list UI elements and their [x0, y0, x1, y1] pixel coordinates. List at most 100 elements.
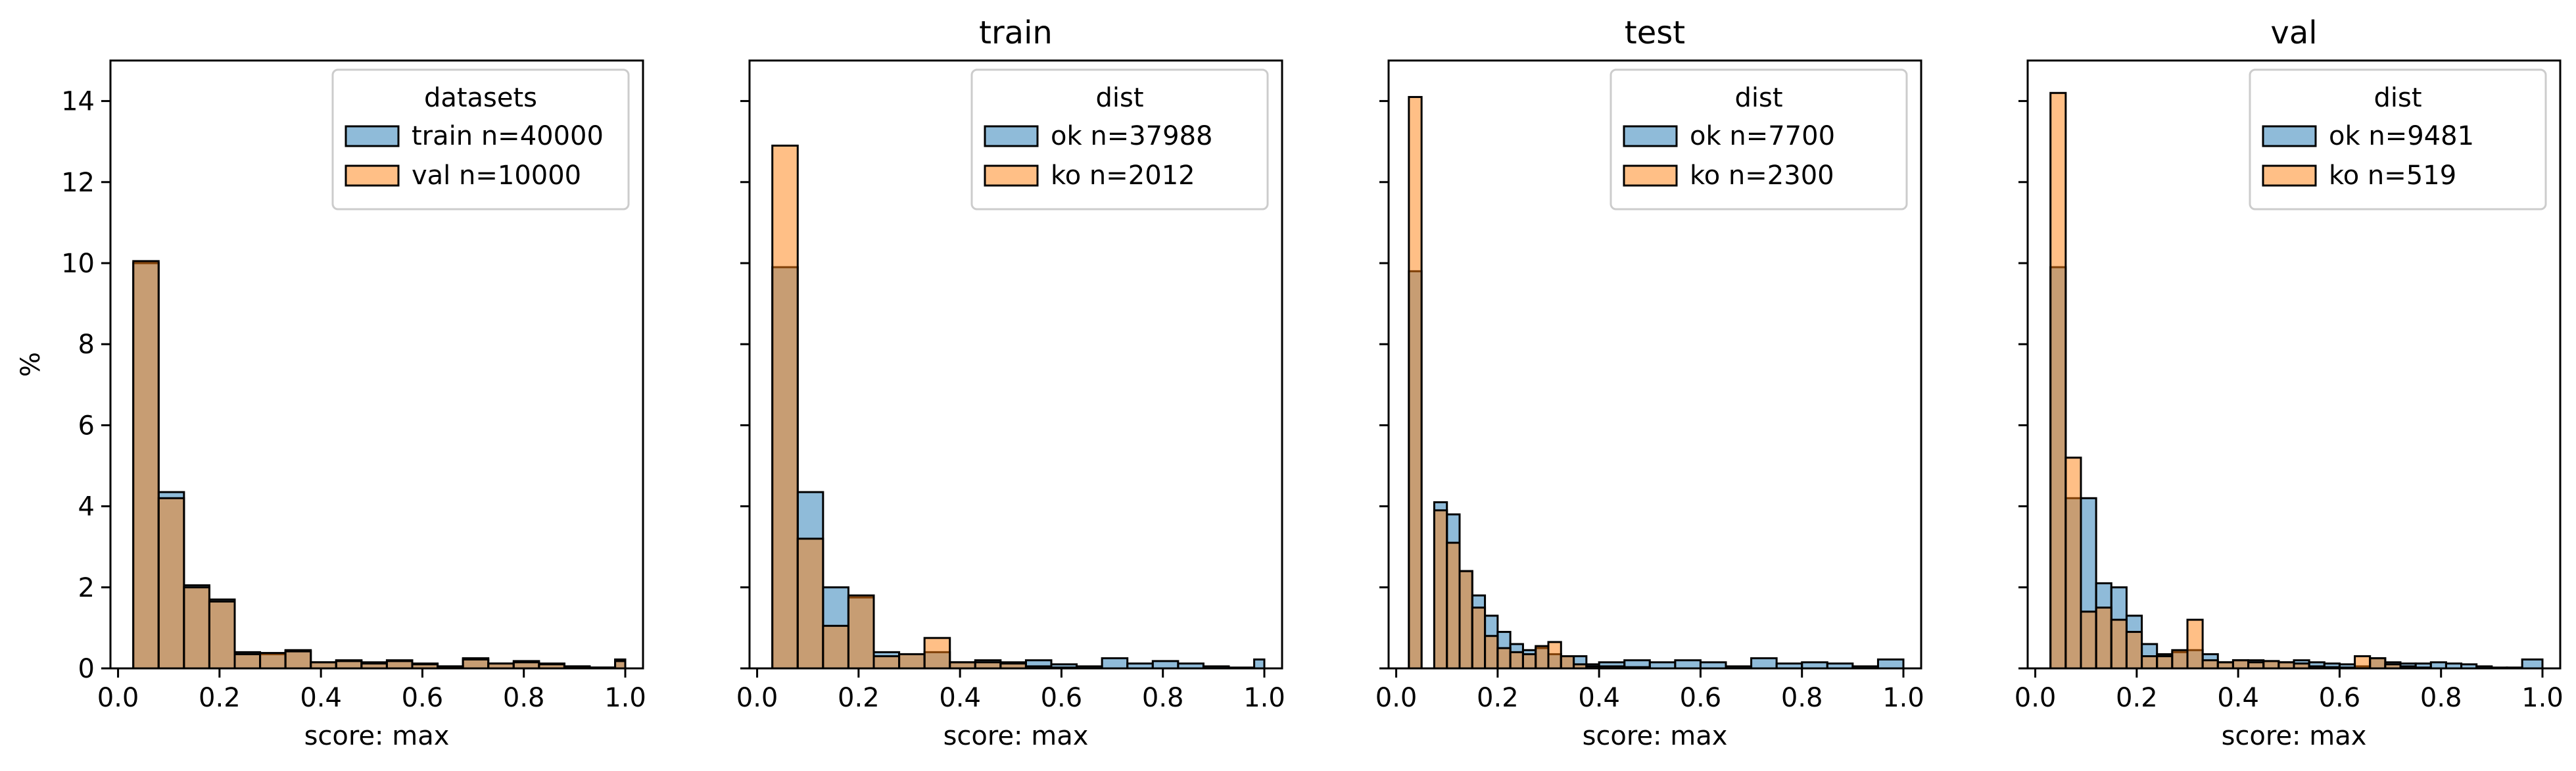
- x-tick-label-3-1: 0.2: [2116, 683, 2158, 713]
- bar-2-1-5: [1471, 607, 1487, 670]
- bar-2-1-10: [1535, 645, 1550, 670]
- bar-0-1-1: [157, 497, 185, 670]
- x-tick-label-3-0: 0.0: [2015, 683, 2057, 713]
- series-0-1: [132, 260, 627, 670]
- series-1-0: [771, 266, 1266, 670]
- bar-2-1-9: [1521, 653, 1537, 670]
- x-tick-label-1-2: 0.4: [939, 683, 981, 713]
- x-tick-label-2-0: 0.0: [1375, 683, 1418, 713]
- bar-3-1-9: [2186, 618, 2204, 670]
- bar-3-1-3: [2095, 607, 2112, 670]
- bar-2-0-18: [1674, 659, 1702, 670]
- y-tick-label-0-1: 2: [78, 573, 95, 603]
- bar-3-1-8: [2171, 649, 2189, 670]
- x-tick-label-0-2: 0.4: [300, 683, 342, 713]
- bar-0-1-6: [284, 650, 312, 670]
- y-tick-label-0-6: 12: [61, 168, 95, 198]
- bar-1-1-6: [923, 637, 951, 670]
- x-tick-label-1-1: 0.2: [838, 683, 880, 713]
- series-1-1: [771, 144, 1078, 670]
- bar-0-1-8: [335, 660, 363, 670]
- series-3-1: [2049, 91, 2432, 670]
- bar-3-1-4: [2110, 618, 2128, 670]
- x-tick-label-3-2: 0.4: [2217, 683, 2259, 713]
- bar-3-1-12: [2231, 659, 2250, 670]
- x-tick-label-0-3: 0.6: [402, 683, 444, 713]
- legend-entry-3-1: ko n=519: [2329, 161, 2456, 191]
- chart-panel-0: 0.0 0.2 0.4 0.6 0.8 1.0 0 2 4 6 8 10 12 14 score: max%…: [16, 59, 646, 751]
- x-tick-label-2-5: 1.0: [1882, 683, 1924, 713]
- x-tick-label-0-5: 1.0: [604, 683, 646, 713]
- bar-2-1-8: [1509, 651, 1524, 670]
- bar-3-1-5: [2125, 631, 2143, 670]
- x-tick-label-2-1: 0.2: [1477, 683, 1519, 713]
- bar-3-1-10: [2201, 659, 2219, 670]
- x-tick-label-2-3: 0.6: [1680, 683, 1722, 713]
- bar-0-1-0: [132, 260, 160, 670]
- x-tick-label-2-2: 0.4: [1578, 683, 1620, 713]
- chart-title-3: val: [2270, 14, 2317, 51]
- legend-box-1: [970, 68, 1269, 211]
- legend-entry-0-1: val n=10000: [412, 161, 581, 191]
- bar-1-0-19: [1253, 658, 1266, 670]
- legend-entry-1-0: ok n=37988: [1051, 121, 1212, 151]
- bar-0-1-5: [259, 652, 287, 670]
- y-tick-label-0-2: 4: [78, 492, 95, 522]
- legend-entry-3-0: ok n=9481: [2329, 121, 2474, 151]
- legend-title-3: dist: [2373, 83, 2421, 113]
- bar-3-1-0: [2049, 91, 2067, 670]
- bar-2-1-6: [1484, 635, 1499, 670]
- bar-1-1-1: [796, 537, 824, 670]
- legend-swatch-1-1: [984, 164, 1039, 187]
- bar-3-1-14: [2262, 660, 2280, 670]
- bar-3-1-1: [2064, 457, 2082, 670]
- legend-swatch-1-0: [984, 125, 1039, 147]
- legend-box-2: [1610, 68, 1908, 211]
- bar-3-1-6: [2141, 655, 2159, 670]
- legend-entry-2-1: ko n=2300: [1690, 161, 1834, 191]
- bar-0-1-10: [385, 660, 414, 670]
- bar-1-1-2: [822, 624, 849, 670]
- x-tick-label-1-0: 0.0: [736, 683, 778, 713]
- bar-2-1-7: [1496, 647, 1512, 670]
- legend-box-3: [2249, 68, 2547, 211]
- x-tick-label-3-4: 0.8: [2420, 683, 2462, 713]
- x-tick-label-3-5: 1.0: [2521, 683, 2564, 713]
- legend-title-1: dist: [1095, 83, 1143, 113]
- legend-swatch-0-1: [345, 164, 400, 187]
- axes-frame-2: [1387, 59, 1922, 670]
- x-axis-label-0: score: max: [304, 721, 450, 751]
- bar-3-1-21: [2369, 657, 2387, 670]
- chart-title-1: train: [979, 14, 1053, 51]
- chart-panel-2: 0.0 0.2 0.4 0.6 0.8 1.0 score: max test dist ok n…: [1375, 14, 1924, 751]
- bar-0-1-3: [208, 600, 236, 670]
- x-tick-label-0-4: 0.8: [503, 683, 545, 713]
- legend-title-2: dist: [1734, 83, 1782, 113]
- bar-3-1-20: [2354, 655, 2372, 670]
- x-tick-label-0-1: 0.2: [199, 683, 241, 713]
- x-tick-label-2-4: 0.8: [1781, 683, 1823, 713]
- legend-0: datasets train n=40000 val n=10000: [331, 68, 630, 211]
- bar-2-1-12: [1560, 655, 1575, 670]
- x-tick-label-1-3: 0.6: [1041, 683, 1083, 713]
- bar-1-1-5: [898, 653, 926, 670]
- legend-swatch-0-0: [345, 125, 400, 147]
- legend-swatch-2-0: [1623, 125, 1678, 147]
- bar-3-1-7: [2156, 655, 2174, 670]
- y-tick-label-0-0: 0: [78, 654, 95, 684]
- chart-panel-1: 0.0 0.2 0.4 0.6 0.8 1.0 score: max train dist ok …: [736, 14, 1285, 751]
- x-axis-label-1: score: max: [943, 721, 1089, 751]
- bar-3-1-2: [2080, 610, 2097, 670]
- x-axis-label-3: score: max: [2222, 721, 2367, 751]
- y-tick-label-0-4: 8: [78, 330, 95, 360]
- y-tick-label-0-7: 14: [61, 87, 95, 117]
- chart-panel-3: 0.0 0.2 0.4 0.6 0.8 1.0 score: max val dist ok n=…: [2015, 14, 2564, 751]
- bar-0-1-4: [233, 653, 262, 670]
- legend-swatch-3-0: [2262, 125, 2317, 147]
- bar-2-1-4: [1458, 570, 1473, 670]
- legend-swatch-3-1: [2262, 164, 2317, 187]
- bar-1-0-15: [1151, 660, 1180, 670]
- bar-0-1-13: [462, 658, 490, 670]
- bar-1-1-0: [771, 144, 799, 670]
